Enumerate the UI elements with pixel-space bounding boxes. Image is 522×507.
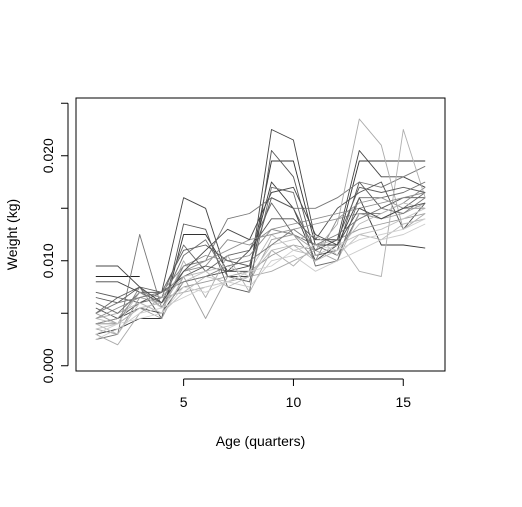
x-axis-label: Age (quarters) — [216, 433, 305, 449]
series-line-3 — [95, 129, 426, 293]
series-line-23 — [95, 218, 426, 335]
y-tick-label: 0.020 — [40, 138, 56, 173]
series-line-7 — [95, 165, 426, 340]
y-axis: 0.000 0.010 0.020 — [40, 102, 69, 383]
series-line-17 — [95, 181, 426, 314]
x-tick-label: 15 — [395, 394, 411, 410]
y-tick-label: 0.010 — [40, 243, 56, 278]
series-line-19 — [95, 223, 426, 340]
y-tick-label: 0.000 — [40, 348, 56, 383]
series-line-21 — [95, 186, 426, 298]
plot-area-frame — [75, 97, 446, 372]
x-tick-label: 5 — [180, 394, 188, 410]
x-tick-label: 10 — [286, 394, 302, 410]
y-axis-label: Weight (kg) — [4, 199, 20, 270]
series-line-22 — [95, 202, 426, 325]
series-line-4 — [95, 150, 426, 319]
series-layer — [95, 118, 426, 346]
series-line-15 — [95, 207, 426, 330]
series-line-24 — [95, 186, 426, 304]
x-axis: 5 10 15 — [180, 378, 411, 410]
